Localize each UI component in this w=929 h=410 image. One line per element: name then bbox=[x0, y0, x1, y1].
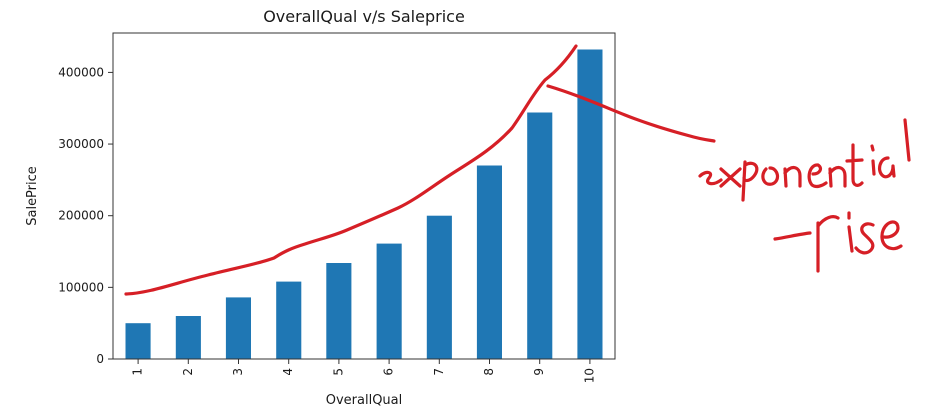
pointer-line bbox=[546, 84, 716, 143]
y-tick-label: 100000 bbox=[58, 280, 104, 294]
y-tick-label: 200000 bbox=[58, 209, 104, 223]
y-tick-label: 400000 bbox=[58, 65, 104, 79]
handwritten-annotation bbox=[124, 44, 911, 296]
handwritten-text-rise bbox=[773, 211, 903, 273]
bar-7 bbox=[426, 215, 452, 359]
x-tick-label: 10 bbox=[582, 368, 596, 383]
x-tick-label: 7 bbox=[432, 368, 446, 376]
bar-3 bbox=[225, 297, 251, 359]
y-axis: 0 100000 200000 300000 400000 bbox=[58, 65, 113, 366]
x-tick-label: 6 bbox=[382, 368, 396, 376]
plot-frame bbox=[112, 32, 616, 360]
bar-6 bbox=[376, 243, 402, 359]
chart-title: OverallQual v/s Saleprice bbox=[263, 7, 465, 26]
bar-9 bbox=[527, 112, 553, 359]
bar-group bbox=[125, 49, 603, 359]
exponential-trend-curve bbox=[124, 44, 578, 296]
y-tick-label: 0 bbox=[96, 352, 104, 366]
y-axis-label: SalePrice bbox=[25, 166, 40, 226]
bar-1 bbox=[125, 323, 151, 359]
handwritten-text-exponential bbox=[698, 118, 911, 202]
x-tick-label: 2 bbox=[181, 368, 195, 376]
bar-4 bbox=[276, 281, 302, 359]
bar-2 bbox=[175, 316, 201, 359]
y-tick-label: 300000 bbox=[58, 137, 104, 151]
bar-8 bbox=[476, 165, 502, 359]
x-axis: 1 2 3 4 5 6 7 8 9 10 bbox=[131, 359, 596, 383]
x-tick-label: 3 bbox=[231, 368, 245, 376]
x-tick-label: 5 bbox=[331, 368, 345, 376]
x-axis-label: OverallQual bbox=[326, 393, 403, 408]
x-tick-label: 1 bbox=[131, 368, 145, 376]
x-tick-label: 9 bbox=[532, 368, 546, 376]
bar-5 bbox=[326, 263, 352, 359]
x-tick-label: 8 bbox=[482, 368, 496, 376]
x-tick-label: 4 bbox=[281, 368, 295, 376]
